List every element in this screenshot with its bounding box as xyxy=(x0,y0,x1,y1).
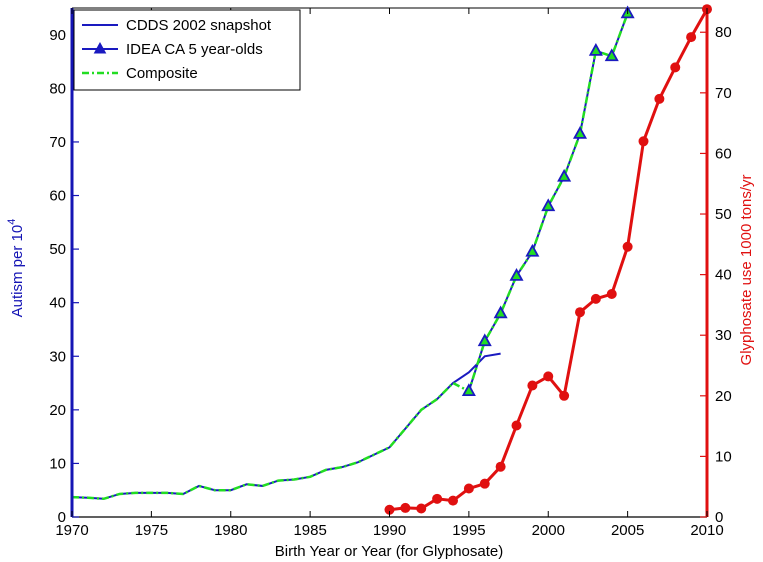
glyphosate-point xyxy=(416,503,427,514)
cdds-line xyxy=(71,352,501,500)
glyphosate-point xyxy=(686,32,697,43)
idea-point xyxy=(461,383,476,396)
right-axis-title: Glyphosate use 1000 tons/yr xyxy=(738,175,755,366)
left-axis-title-base: Autism per 10 xyxy=(9,225,26,318)
right-tick-label: 10 xyxy=(715,448,732,465)
glyphosate-point xyxy=(448,495,458,506)
legend-label: IDEA CA 5 year-olds xyxy=(126,41,263,58)
glyphosate-point xyxy=(654,93,665,104)
left-tick-label: 50 xyxy=(49,241,66,258)
glyphosate-point xyxy=(575,307,585,318)
right-tick-label: 30 xyxy=(715,327,732,344)
glyphosate-point xyxy=(559,390,570,401)
glyphosate-point xyxy=(670,62,681,73)
x-tick-label: 1975 xyxy=(135,522,168,539)
glyphosate-point xyxy=(400,502,411,513)
left-tick-label: 70 xyxy=(49,134,66,151)
right-tick-label: 80 xyxy=(715,24,732,41)
glyphosate-point xyxy=(495,461,506,472)
composite-line xyxy=(71,12,629,501)
series-layer xyxy=(71,4,712,515)
legend-label: Composite xyxy=(126,65,198,82)
x-tick-label: 1980 xyxy=(214,522,247,539)
left-axis-title-sup: 4 xyxy=(6,219,18,225)
glyphosate-point xyxy=(606,289,617,300)
left-tick-label: 60 xyxy=(49,188,66,205)
idea-point xyxy=(588,42,603,56)
right-tick-label: 60 xyxy=(715,145,732,162)
glyphosate-point xyxy=(384,504,395,515)
right-tick-label: 70 xyxy=(715,85,732,102)
right-tick-label: 0 xyxy=(715,509,723,526)
glyphosate-point xyxy=(543,371,554,382)
glyphosate-line xyxy=(389,8,709,512)
glyphosate-point xyxy=(638,136,649,147)
idea-point xyxy=(525,243,540,257)
idea-point xyxy=(509,268,524,281)
right-tick-label: 20 xyxy=(715,388,732,405)
glyphosate-point xyxy=(432,493,443,504)
x-axis-title: Birth Year or Year (for Glyphosate) xyxy=(275,543,503,560)
left-tick-label: 10 xyxy=(49,455,66,472)
left-tick-label: 0 xyxy=(58,509,66,526)
idea-point xyxy=(541,198,556,212)
right-tick-label: 50 xyxy=(715,206,732,223)
glyphosate-point xyxy=(590,293,601,304)
idea-point xyxy=(493,305,508,319)
idea-point xyxy=(604,48,619,62)
left-tick-label: 90 xyxy=(49,27,66,44)
x-tick-label: 2000 xyxy=(532,522,565,539)
x-tick-label: 2010 xyxy=(690,522,723,539)
left-tick-label: 80 xyxy=(49,80,66,97)
left-tick-label: 20 xyxy=(49,402,66,419)
x-tick-label: 1995 xyxy=(452,522,485,539)
legend-label: CDDS 2002 snapshot xyxy=(126,17,272,34)
x-tick-label: 1970 xyxy=(55,522,88,539)
glyphosate-point xyxy=(463,483,474,494)
glyphosate-point xyxy=(511,420,522,431)
x-tick-label: 1990 xyxy=(373,522,406,539)
glyphosate-point xyxy=(622,241,633,252)
left-tick-label: 40 xyxy=(49,295,66,312)
left-tick-label: 30 xyxy=(49,348,66,365)
x-tick-label: 2005 xyxy=(611,522,644,539)
left-axis-title: Autism per 104 xyxy=(6,219,26,318)
idea-point xyxy=(477,333,492,347)
right-tick-label: 40 xyxy=(715,267,732,284)
axes-layer: 1970 1975 1980 1985 1990 1995 2000 2005 20100102… xyxy=(49,8,732,539)
idea-point xyxy=(557,168,572,182)
legend: CDDS 2002 snapshot IDEA CA 5 year-olds Com… xyxy=(73,9,301,91)
legend-marker-idea xyxy=(93,41,107,54)
x-tick-label: 1985 xyxy=(293,522,326,539)
idea-point xyxy=(572,126,588,139)
glyphosate-point xyxy=(479,478,490,489)
glyphosate-point xyxy=(527,380,538,391)
